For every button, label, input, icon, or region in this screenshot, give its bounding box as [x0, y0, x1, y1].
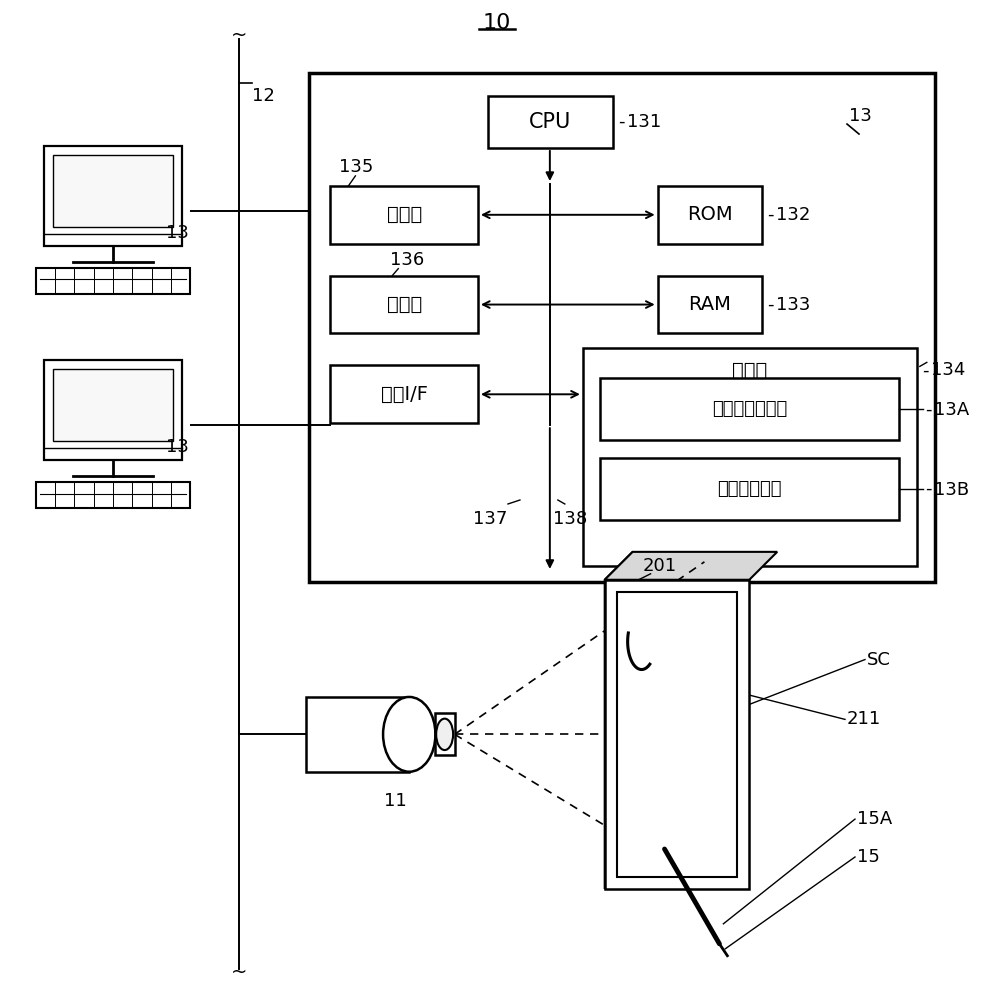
Text: 15A: 15A	[857, 810, 892, 828]
Text: ~: ~	[230, 26, 247, 45]
Bar	[53, 369, 172, 441]
Bar	[658, 186, 763, 244]
Text: -: -	[618, 113, 624, 131]
Bar	[658, 276, 763, 333]
Text: SC: SC	[867, 651, 891, 669]
Polygon shape	[617, 592, 738, 877]
Bar	[53, 155, 172, 227]
Text: ROM: ROM	[687, 205, 733, 224]
Text: ~: ~	[230, 963, 247, 982]
Bar	[488, 96, 613, 148]
Text: 输出部: 输出部	[387, 295, 422, 314]
Text: 132: 132	[777, 206, 811, 224]
Text: 134: 134	[931, 361, 965, 379]
Text: 13: 13	[166, 438, 188, 456]
Text: 15: 15	[857, 848, 880, 866]
Text: CPU: CPU	[529, 112, 571, 132]
Text: 投影仪控制程序: 投影仪控制程序	[712, 400, 787, 418]
Polygon shape	[605, 552, 778, 580]
Bar	[435, 713, 455, 755]
Ellipse shape	[436, 719, 453, 750]
Text: -: -	[768, 206, 774, 224]
Text: 211: 211	[847, 710, 881, 728]
Text: 136: 136	[390, 251, 425, 269]
Polygon shape	[605, 552, 633, 889]
Text: 13B: 13B	[934, 481, 969, 499]
Text: 10: 10	[483, 13, 511, 33]
Text: -: -	[925, 400, 931, 418]
Bar	[583, 348, 917, 566]
Text: 138: 138	[552, 510, 587, 528]
Bar	[36, 268, 190, 294]
Text: 通信I/F: 通信I/F	[381, 385, 428, 404]
Ellipse shape	[383, 697, 436, 772]
Text: 12: 12	[251, 87, 274, 105]
Text: 201: 201	[642, 557, 677, 575]
Bar	[600, 458, 899, 520]
Bar	[44, 146, 181, 246]
Text: 131: 131	[627, 113, 661, 131]
Bar	[330, 365, 478, 423]
Text: 13: 13	[849, 107, 872, 125]
Text: 存储部: 存储部	[732, 361, 768, 380]
Text: 输入部: 输入部	[387, 205, 422, 224]
Bar	[305, 697, 409, 772]
Text: 13: 13	[166, 224, 188, 242]
Bar	[36, 482, 190, 508]
Text: -: -	[925, 480, 931, 498]
Text: -: -	[922, 361, 928, 379]
Text: 135: 135	[339, 158, 374, 176]
Bar	[44, 360, 181, 460]
Bar	[308, 73, 935, 582]
Text: 133: 133	[777, 296, 811, 314]
Text: 11: 11	[384, 792, 407, 810]
Text: 显示图像数据: 显示图像数据	[717, 480, 782, 498]
Bar	[330, 276, 478, 333]
Text: RAM: RAM	[689, 295, 732, 314]
Bar	[600, 378, 899, 440]
Polygon shape	[605, 580, 750, 889]
Bar	[330, 186, 478, 244]
Text: -: -	[768, 296, 774, 314]
Text: 13A: 13A	[934, 401, 969, 419]
Text: 137: 137	[473, 510, 507, 528]
